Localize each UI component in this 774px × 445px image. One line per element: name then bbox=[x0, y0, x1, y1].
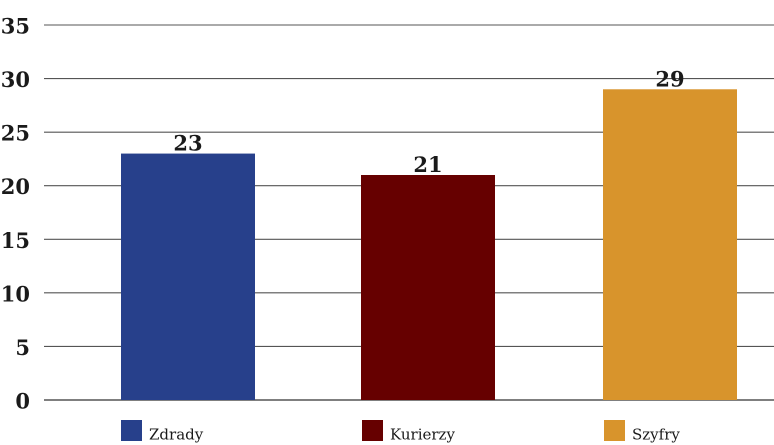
legend-label-szyfry: Szyfry bbox=[632, 426, 680, 444]
bar-zdrady bbox=[121, 153, 255, 400]
bar-szyfry bbox=[603, 89, 737, 401]
legend-swatch-szyfry bbox=[604, 420, 625, 441]
legend-swatch-zdrady bbox=[121, 420, 142, 441]
data-label-zdrady: 23 bbox=[173, 131, 202, 156]
legend-label-kurierzy: Kurierzy bbox=[390, 426, 455, 444]
bar-kurierzy bbox=[361, 175, 495, 400]
legend-swatch-kurierzy bbox=[362, 420, 383, 441]
legend-label-zdrady: Zdrady bbox=[149, 426, 204, 444]
data-label-szyfry: 29 bbox=[655, 66, 684, 91]
y-tick-label: 5 bbox=[15, 335, 30, 360]
data-label-kurierzy: 21 bbox=[413, 152, 442, 177]
y-tick-label: 35 bbox=[1, 14, 30, 39]
y-tick-label: 15 bbox=[1, 228, 30, 253]
bars bbox=[121, 89, 737, 401]
y-tick-label: 30 bbox=[1, 67, 30, 92]
data-labels: 23 21 29 bbox=[173, 66, 684, 177]
y-tick-label: 10 bbox=[1, 281, 30, 306]
y-tick-label: 20 bbox=[1, 174, 30, 199]
legend: Zdrady Kurierzy Szyfry bbox=[121, 420, 680, 444]
y-axis-tick-labels: 0 5 10 15 20 25 30 35 bbox=[1, 14, 30, 414]
y-tick-label: 0 bbox=[15, 389, 30, 414]
y-tick-label: 25 bbox=[1, 121, 30, 146]
